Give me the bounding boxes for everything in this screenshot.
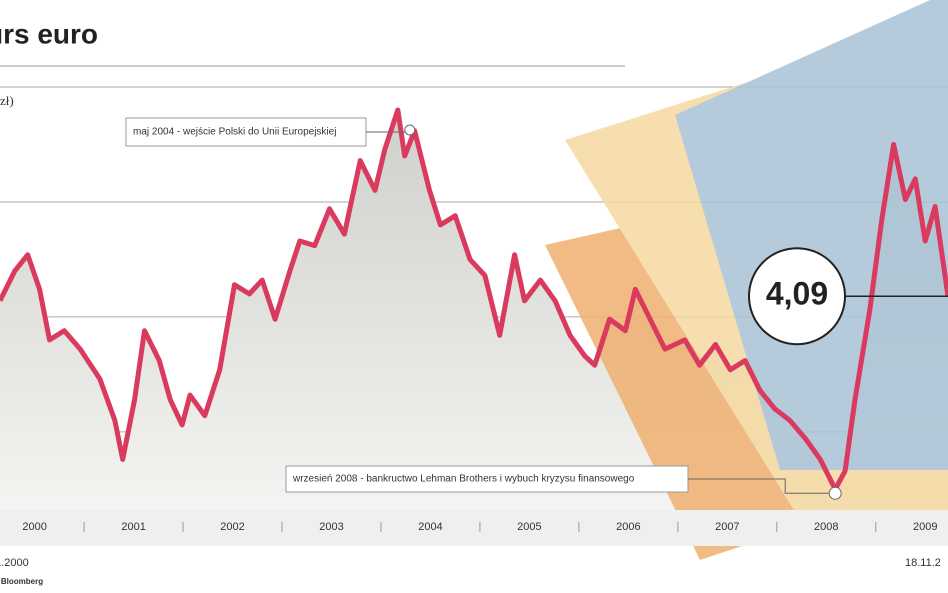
x-tick-label: 2001 <box>121 521 145 533</box>
y-axis-label: zł) <box>0 93 14 108</box>
x-tick-label: 2002 <box>220 521 244 533</box>
x-tick-label: 2009 <box>913 521 937 533</box>
annotation-box <box>285 465 689 493</box>
x-tick-label: 2005 <box>517 521 541 533</box>
value-label: 4,09 <box>766 276 828 312</box>
start-date: .1.2000 <box>0 557 29 569</box>
annotation-leader <box>688 478 836 494</box>
x-tick-label: 2007 <box>715 521 739 533</box>
source: : Bloomberg <box>0 577 43 586</box>
annotation: wrzesień 2008 - bankructwo Lehman Brothe… <box>292 474 635 485</box>
x-tick-label: 2003 <box>319 521 343 533</box>
annotation: maj 2004 - wejście Polski do Unii Europe… <box>133 127 336 138</box>
annotation-box <box>125 117 367 147</box>
x-tick-label: 2006 <box>616 521 640 533</box>
x-tick-label: 2008 <box>814 521 838 533</box>
end-date: 18.11.2 <box>905 557 941 569</box>
x-tick-label: 2000 <box>22 521 46 533</box>
line <box>0 107 948 492</box>
x-tick-label: 2004 <box>418 521 442 533</box>
value-badge <box>748 247 846 346</box>
annotation-dot <box>828 486 842 500</box>
x-axis-band <box>0 510 948 546</box>
chart-title: urs euro <box>0 18 98 49</box>
annotation-dot <box>404 124 416 136</box>
